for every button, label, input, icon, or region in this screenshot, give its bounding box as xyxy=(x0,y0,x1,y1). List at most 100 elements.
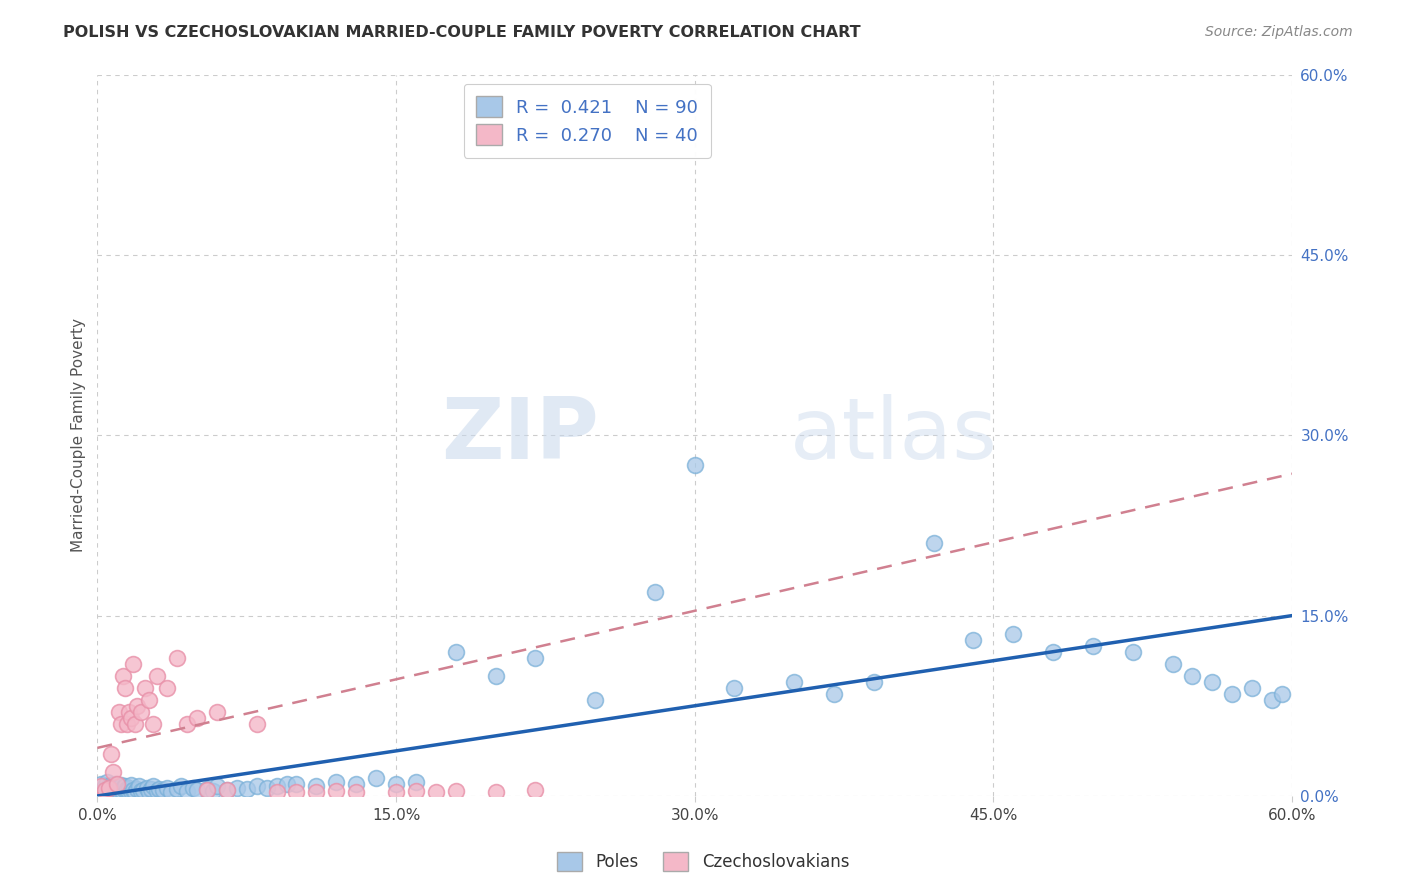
Point xyxy=(110,716,132,731)
Point xyxy=(1220,687,1243,701)
Point xyxy=(91,783,114,797)
Point xyxy=(1161,657,1184,671)
Text: POLISH VS CZECHOSLOVAKIAN MARRIED-COUPLE FAMILY POVERTY CORRELATION CHART: POLISH VS CZECHOSLOVAKIAN MARRIED-COUPLE… xyxy=(63,25,860,40)
Point xyxy=(266,780,288,794)
Point xyxy=(962,632,984,647)
Point xyxy=(127,698,149,713)
Point xyxy=(114,780,136,794)
Legend: R =  0.421    N = 90, R =  0.270    N = 40: R = 0.421 N = 90, R = 0.270 N = 40 xyxy=(464,84,710,158)
Point xyxy=(305,785,328,799)
Point xyxy=(683,458,706,473)
Point xyxy=(114,783,136,797)
Point xyxy=(823,687,845,701)
Point xyxy=(344,777,367,791)
Point xyxy=(124,785,146,799)
Point xyxy=(723,681,745,695)
Point xyxy=(325,774,347,789)
Point xyxy=(256,780,278,795)
Point xyxy=(128,780,150,794)
Point xyxy=(108,780,131,795)
Point xyxy=(1002,626,1025,640)
Point xyxy=(112,780,135,795)
Point xyxy=(104,783,127,797)
Point xyxy=(266,785,288,799)
Point xyxy=(166,650,188,665)
Point xyxy=(120,784,142,798)
Point xyxy=(142,780,165,794)
Point xyxy=(344,785,367,799)
Point xyxy=(186,711,208,725)
Point xyxy=(98,780,121,795)
Point xyxy=(1042,645,1064,659)
Point xyxy=(100,778,122,792)
Point xyxy=(583,693,606,707)
Point xyxy=(160,785,183,799)
Point xyxy=(138,693,160,707)
Point xyxy=(225,780,247,795)
Point xyxy=(129,705,152,719)
Point xyxy=(1081,639,1104,653)
Point xyxy=(94,780,117,794)
Point xyxy=(444,784,467,798)
Point xyxy=(205,705,228,719)
Point xyxy=(156,681,179,695)
Point xyxy=(115,784,138,798)
Point xyxy=(195,781,218,796)
Point xyxy=(103,764,125,779)
Point xyxy=(170,780,193,794)
Point xyxy=(96,774,118,789)
Point xyxy=(385,777,408,791)
Point xyxy=(146,669,169,683)
Point xyxy=(96,781,118,796)
Point xyxy=(90,777,112,791)
Point xyxy=(118,780,141,795)
Point xyxy=(139,781,162,796)
Point xyxy=(105,777,128,791)
Point xyxy=(1271,687,1294,701)
Point xyxy=(112,785,135,799)
Point xyxy=(132,783,155,797)
Point xyxy=(524,650,547,665)
Point xyxy=(205,780,228,794)
Point xyxy=(201,784,224,798)
Point xyxy=(152,783,174,797)
Point xyxy=(136,780,159,795)
Point xyxy=(325,784,347,798)
Point xyxy=(122,783,145,797)
Point xyxy=(148,781,170,796)
Point xyxy=(305,780,328,794)
Point xyxy=(142,716,165,731)
Point xyxy=(246,716,269,731)
Point xyxy=(1181,669,1204,683)
Point xyxy=(122,657,145,671)
Point xyxy=(104,777,127,791)
Point xyxy=(405,784,427,798)
Point xyxy=(98,780,121,794)
Point xyxy=(246,780,269,794)
Point xyxy=(98,783,121,797)
Point xyxy=(783,674,806,689)
Point xyxy=(385,785,408,799)
Point xyxy=(118,785,141,799)
Point xyxy=(181,780,204,795)
Point xyxy=(108,705,131,719)
Point xyxy=(118,705,141,719)
Point xyxy=(644,584,666,599)
Point xyxy=(863,674,886,689)
Point xyxy=(138,785,160,799)
Point xyxy=(235,781,257,796)
Point xyxy=(176,716,198,731)
Point xyxy=(176,784,198,798)
Point xyxy=(215,783,238,797)
Point xyxy=(156,780,179,795)
Point xyxy=(115,781,138,796)
Point xyxy=(166,781,188,796)
Point xyxy=(364,771,387,785)
Point xyxy=(215,783,238,797)
Point xyxy=(105,781,128,796)
Point xyxy=(100,747,122,761)
Point xyxy=(94,783,117,797)
Point xyxy=(405,774,427,789)
Point xyxy=(129,784,152,798)
Point xyxy=(285,785,308,799)
